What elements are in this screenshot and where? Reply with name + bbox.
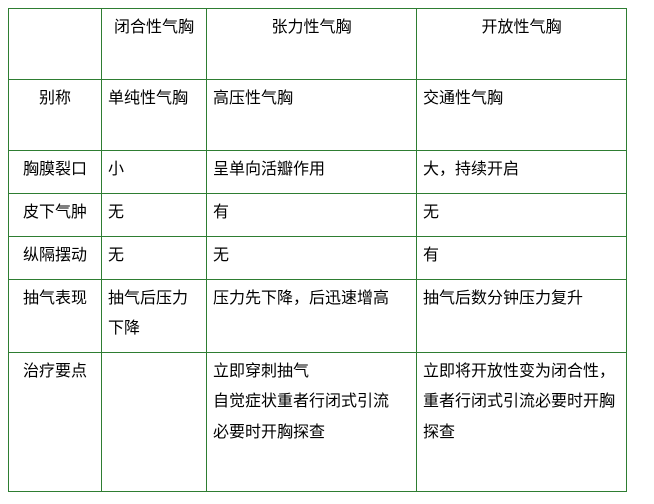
column-header: 张力性气胸 (207, 9, 417, 80)
table-cell: 无 (417, 194, 627, 237)
pneumothorax-comparison-table: 闭合性气胸张力性气胸开放性气胸别称单纯性气胸高压性气胸交通性气胸胸膜裂口小呈单向… (8, 8, 627, 492)
table-cell: 交通性气胸 (417, 80, 627, 151)
table-cell: 无 (102, 194, 207, 237)
table-row: 胸膜裂口小呈单向活瓣作用大，持续开启 (9, 151, 627, 194)
table-cell: 立即将开放性变为闭合性，重者行闭式引流必要时开胸探查 (417, 353, 627, 492)
table-cell: 立即穿刺抽气自觉症状重者行闭式引流必要时开胸探查 (207, 353, 417, 492)
column-header (9, 9, 102, 80)
table-row: 皮下气肿无有无 (9, 194, 627, 237)
table-cell: 大，持续开启 (417, 151, 627, 194)
row-label: 治疗要点 (9, 353, 102, 492)
table-cell: 有 (417, 237, 627, 280)
table-row: 别称单纯性气胸高压性气胸交通性气胸 (9, 80, 627, 151)
table-cell: 呈单向活瓣作用 (207, 151, 417, 194)
table-cell: 抽气后数分钟压力复升 (417, 280, 627, 353)
table-cell: 抽气后压力下降 (102, 280, 207, 353)
table-cell: 小 (102, 151, 207, 194)
table-row: 治疗要点 立即穿刺抽气自觉症状重者行闭式引流必要时开胸探查立即将开放性变为闭合性，… (9, 353, 627, 492)
row-label: 抽气表现 (9, 280, 102, 353)
table-row: 纵隔摆动无无有 (9, 237, 627, 280)
row-label: 胸膜裂口 (9, 151, 102, 194)
table-cell: 无 (102, 237, 207, 280)
table-cell: 单纯性气胸 (102, 80, 207, 151)
column-header: 开放性气胸 (417, 9, 627, 80)
row-label: 皮下气肿 (9, 194, 102, 237)
table-cell: 有 (207, 194, 417, 237)
table-cell: 无 (207, 237, 417, 280)
table-cell: 压力先下降，后迅速增高 (207, 280, 417, 353)
row-label: 纵隔摆动 (9, 237, 102, 280)
row-label: 别称 (9, 80, 102, 151)
table-header-row: 闭合性气胸张力性气胸开放性气胸 (9, 9, 627, 80)
column-header: 闭合性气胸 (102, 9, 207, 80)
table-cell (102, 353, 207, 492)
table-cell: 高压性气胸 (207, 80, 417, 151)
table-row: 抽气表现抽气后压力下降压力先下降，后迅速增高抽气后数分钟压力复升 (9, 280, 627, 353)
